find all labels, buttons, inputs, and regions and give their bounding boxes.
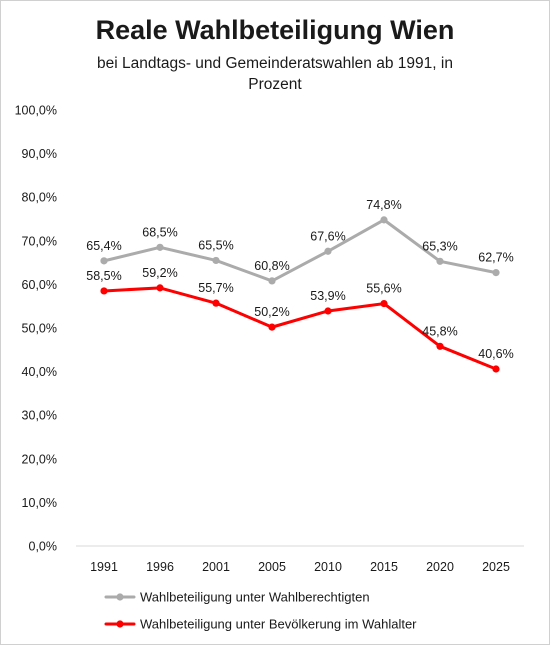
y-tick-label: 80,0% xyxy=(22,191,57,205)
y-axis: 0,0% 10,0% 20,0% 30,0% 40,0% 50,0% 60,0% 70,0% 8… xyxy=(15,104,57,554)
y-tick-label: 60,0% xyxy=(22,278,57,292)
data-point xyxy=(212,299,220,307)
data-label: 65,5% xyxy=(198,238,233,252)
y-tick-label: 50,0% xyxy=(22,322,57,336)
data-label: 74,8% xyxy=(366,198,401,212)
data-point xyxy=(492,365,500,373)
data-point xyxy=(268,323,276,331)
x-tick-label: 2015 xyxy=(370,560,398,574)
x-tick-label: 1991 xyxy=(90,560,118,574)
x-tick-label: 2001 xyxy=(202,560,230,574)
data-label: 55,7% xyxy=(198,281,233,295)
x-tick-label: 2025 xyxy=(482,560,510,574)
series-group: 65,4% 68,5% 65,5% 60,8% 67,6% 74,8% 65,3% 62,7%… xyxy=(86,198,514,373)
data-label: 59,2% xyxy=(142,266,177,280)
chart-title: Reale Wahlbeteiligung Wien xyxy=(96,15,455,45)
y-tick-label: 20,0% xyxy=(22,452,57,466)
series-line xyxy=(102,286,498,371)
y-tick-label: 90,0% xyxy=(22,147,57,161)
y-tick-label: 100,0% xyxy=(15,104,57,118)
legend-label: Wahlbeteiligung unter Bevölkerung im Wah… xyxy=(140,617,417,632)
data-point xyxy=(436,342,444,350)
legend-label: Wahlbeteiligung unter Wahlberechtigten xyxy=(140,590,370,605)
data-label: 65,3% xyxy=(422,239,457,253)
data-label: 53,9% xyxy=(310,289,345,303)
data-point xyxy=(492,269,500,277)
data-label: 67,6% xyxy=(310,229,345,243)
data-point xyxy=(100,257,108,265)
data-label: 62,7% xyxy=(478,251,513,265)
y-tick-label: 70,0% xyxy=(22,234,57,248)
x-tick-label: 2010 xyxy=(314,560,342,574)
y-tick-label: 10,0% xyxy=(22,496,57,510)
chart-subtitle-line-1: bei Landtags- und Gemeinderatswahlen ab … xyxy=(97,55,453,72)
legend-swatch-marker xyxy=(116,593,124,601)
data-label: 45,8% xyxy=(422,324,457,338)
series-line xyxy=(102,218,498,283)
data-point xyxy=(156,243,164,251)
data-point xyxy=(380,216,388,224)
data-label: 50,2% xyxy=(254,305,289,319)
data-label: 58,5% xyxy=(86,269,121,283)
y-tick-label: 40,0% xyxy=(22,365,57,379)
legend-swatch-marker xyxy=(116,620,124,628)
data-label: 65,4% xyxy=(86,239,121,253)
data-label: 55,6% xyxy=(366,282,401,296)
data-point xyxy=(324,307,332,315)
y-tick-label: 0,0% xyxy=(29,540,58,554)
data-point xyxy=(212,256,220,265)
data-point xyxy=(100,287,108,295)
data-point xyxy=(156,284,164,292)
chart-subtitle-line-2: Prozent xyxy=(248,76,302,93)
x-tick-label: 2005 xyxy=(258,560,286,574)
data-point xyxy=(380,299,388,308)
data-point xyxy=(436,257,444,265)
x-axis: 1991 1996 2001 2005 2010 2015 2020 2025 xyxy=(76,545,524,574)
data-point xyxy=(268,277,276,285)
data-point xyxy=(324,247,332,255)
data-label: 68,5% xyxy=(142,225,177,239)
y-tick-label: 30,0% xyxy=(22,409,57,423)
x-tick-label: 1996 xyxy=(146,560,174,574)
x-tick-label: 2020 xyxy=(426,560,454,574)
legend: Wahlbeteiligung unter Wahlberechtigten Wa… xyxy=(104,590,417,632)
data-label: 40,6% xyxy=(478,347,513,361)
data-label: 60,8% xyxy=(254,259,289,273)
